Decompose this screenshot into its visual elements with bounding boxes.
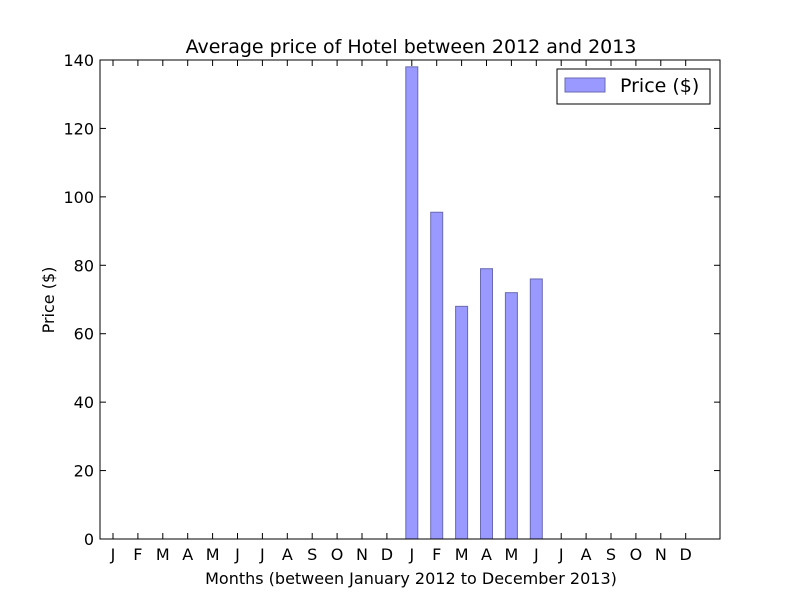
bar [430, 211, 444, 540]
x-tick-label: S [307, 545, 317, 564]
y-tick-label: 40 [74, 393, 94, 412]
y-tick-label: 80 [74, 256, 94, 275]
legend-label: Price ($) [620, 75, 699, 97]
x-tick-label: J [259, 545, 265, 564]
x-tick-label: J [110, 545, 116, 564]
y-tick-label: 140 [63, 51, 94, 70]
x-tick-label: J [533, 545, 539, 564]
y-tick-label: 100 [63, 188, 94, 207]
bar [405, 66, 419, 540]
x-tick-label: S [606, 545, 616, 564]
y-tick-label: 120 [63, 119, 94, 138]
x-tick-label: A [182, 545, 193, 564]
x-tick-label: D [381, 545, 393, 564]
x-tick-label: M [156, 545, 170, 564]
x-tick-label: M [455, 545, 469, 564]
bar [529, 278, 543, 540]
x-tick-label: F [133, 545, 142, 564]
x-tick-label: D [680, 545, 692, 564]
y-tick-label: 60 [74, 325, 94, 344]
y-tick-label: 20 [74, 462, 94, 481]
x-tick-label: J [408, 545, 414, 564]
x-tick-label: O [331, 545, 344, 564]
x-tick-label: J [234, 545, 240, 564]
axes-frame [99, 59, 721, 540]
x-axis-label: Months (between January 2012 to December… [205, 569, 617, 588]
x-tick-label: F [432, 545, 441, 564]
bar [480, 268, 493, 540]
legend-swatch [564, 77, 606, 93]
legend: Price ($) [556, 68, 711, 105]
x-tick-label: N [655, 545, 667, 564]
bar [455, 305, 469, 540]
x-tick-label: J [558, 545, 564, 564]
x-tick-label: M [206, 545, 220, 564]
y-tick-label: 0 [84, 530, 94, 549]
x-tick-label: M [504, 545, 518, 564]
x-tick-label: A [581, 545, 592, 564]
x-tick-label: N [356, 545, 368, 564]
chart-title: Average price of Hotel between 2012 and … [186, 36, 637, 58]
y-axis-label: Price ($) [39, 267, 58, 334]
x-tick-label: A [282, 545, 293, 564]
x-tick-label: A [481, 545, 492, 564]
x-tick-label: O [630, 545, 643, 564]
bar [504, 292, 518, 540]
